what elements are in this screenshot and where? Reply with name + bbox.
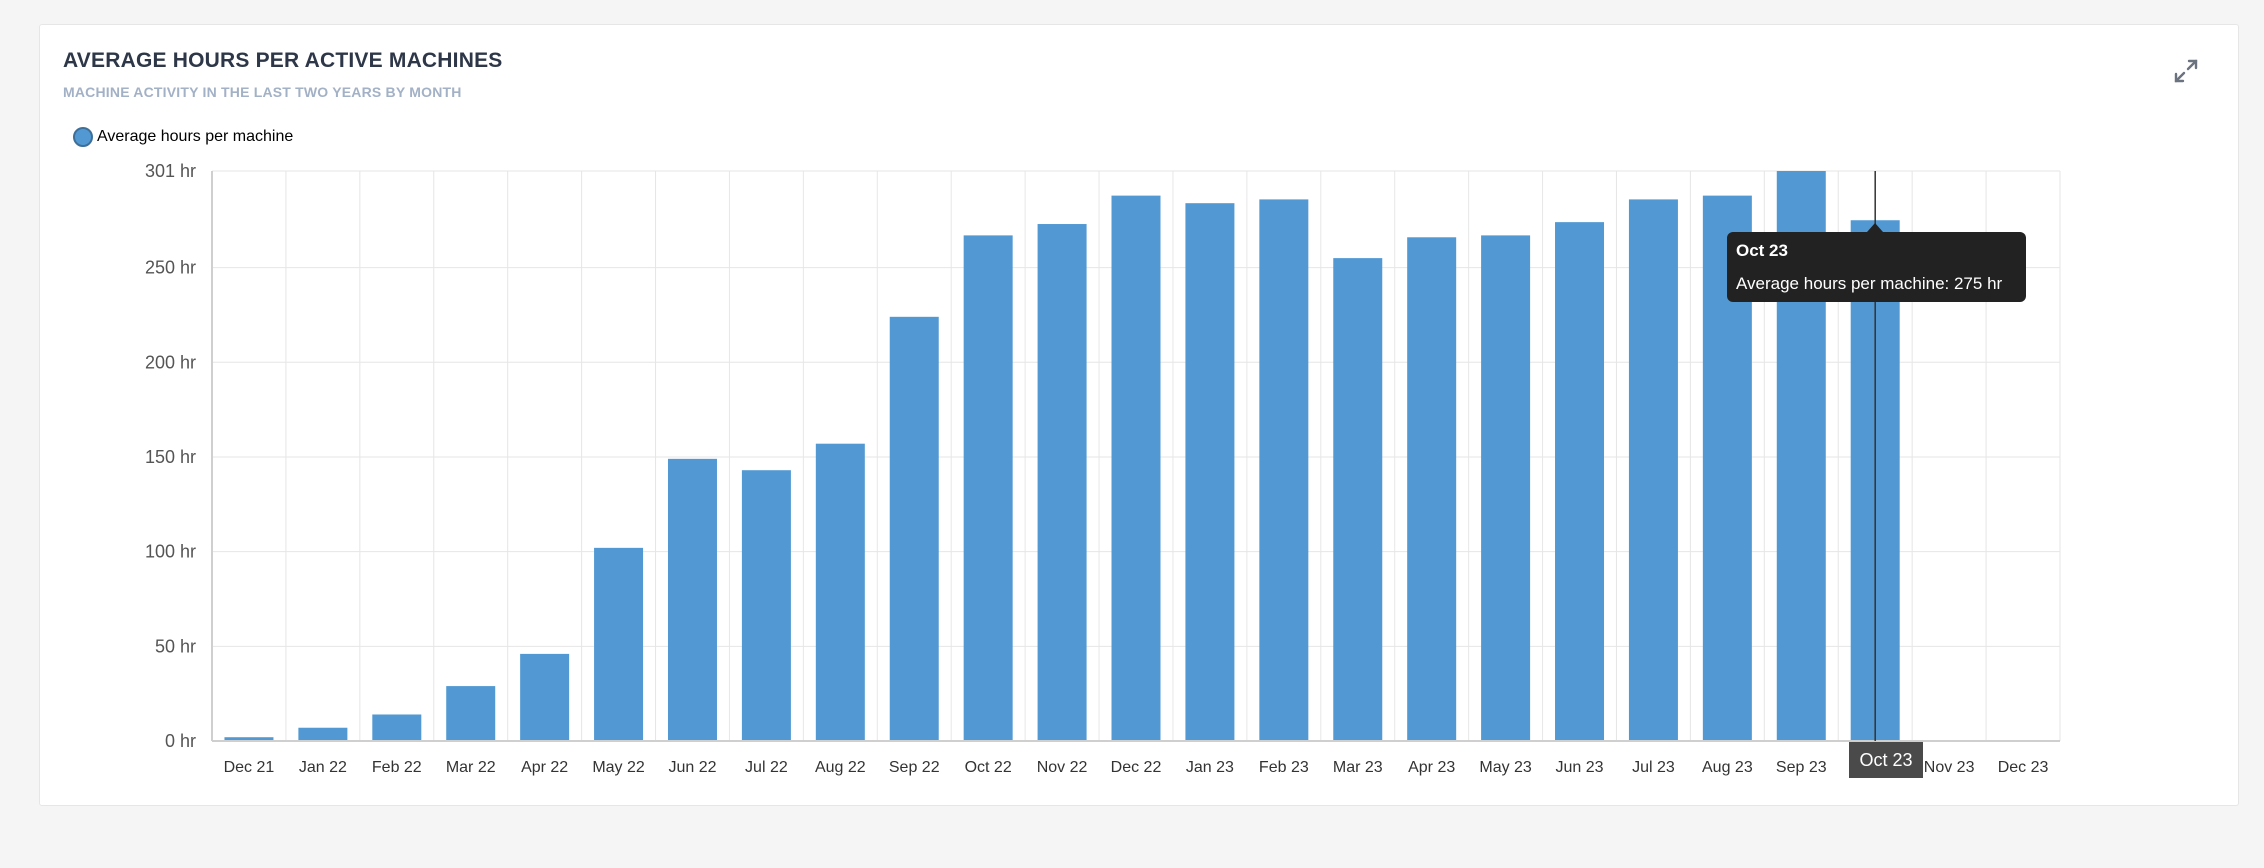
y-tick-label: 250 hr: [145, 258, 196, 278]
x-tick-label: Apr 23: [1408, 759, 1455, 776]
bar: [372, 714, 422, 741]
tooltip-title: Oct 23: [1736, 241, 1788, 260]
x-tick-label: Mar 23: [1333, 759, 1383, 776]
x-tick-label: Jun 23: [1555, 759, 1603, 776]
bar: [1333, 258, 1383, 741]
chart-subtitle: MACHINE ACTIVITY IN THE LAST TWO YEARS B…: [63, 84, 462, 100]
y-tick-label: 301 hr: [145, 161, 196, 181]
x-tick-label: Feb 22: [372, 759, 422, 776]
x-tick-label: Mar 22: [446, 759, 496, 776]
bar: [1481, 235, 1531, 741]
x-tick-label: Dec 22: [1111, 759, 1162, 776]
x-tick-label: Nov 23: [1924, 759, 1975, 776]
x-tick-label: Jan 22: [299, 759, 347, 776]
y-tick-label: 150 hr: [145, 447, 196, 467]
bar: [224, 737, 274, 741]
x-tick-label: Jul 23: [1632, 759, 1675, 776]
y-tick-label: 0 hr: [165, 731, 196, 751]
tooltip-caret: [1867, 223, 1883, 232]
bar: [1037, 224, 1087, 741]
legend-label: Average hours per machine: [97, 128, 294, 145]
y-tick-label: 100 hr: [145, 542, 196, 562]
bar: [1407, 237, 1457, 742]
bar: [1185, 203, 1235, 741]
bar: [741, 470, 791, 741]
tooltip-body: Average hours per machine: 275 hr: [1736, 274, 2003, 293]
x-tick-label: Apr 22: [521, 759, 568, 776]
bar: [446, 686, 496, 741]
bar: [963, 235, 1013, 741]
x-tick-label: May 23: [1479, 759, 1532, 776]
bar: [815, 443, 865, 741]
bar: [889, 316, 939, 741]
legend-swatch: [73, 127, 93, 147]
y-tick-label: 200 hr: [145, 352, 196, 372]
x-axis-hover-flag: Oct 23: [1849, 742, 1923, 778]
chart-title: AVERAGE HOURS PER ACTIVE MACHINES: [63, 49, 503, 72]
bar: [1628, 199, 1678, 741]
x-tick-label: Dec 23: [1998, 759, 2049, 776]
x-tick-label: Jul 22: [745, 759, 788, 776]
bar: [594, 547, 644, 741]
x-tick-label: Jun 22: [668, 759, 716, 776]
x-tick-label: Aug 23: [1702, 759, 1753, 776]
bar: [1259, 199, 1309, 741]
bar: [1555, 222, 1605, 741]
chart-tooltip: Oct 23 Average hours per machine: 275 hr: [1727, 223, 2026, 302]
x-tick-label: Dec 21: [224, 759, 275, 776]
legend-item[interactable]: Average hours per machine: [73, 127, 293, 147]
x-tick-label: Aug 22: [815, 759, 866, 776]
x-tick-label: May 22: [592, 759, 645, 776]
x-tick-label: Oct 22: [965, 759, 1012, 776]
expand-icon[interactable]: [2171, 56, 2201, 86]
bar: [1111, 195, 1161, 742]
x-tick-label: Feb 23: [1259, 759, 1309, 776]
y-tick-label: 50 hr: [155, 636, 196, 656]
bar: [298, 727, 348, 741]
x-tick-label: Jan 23: [1186, 759, 1234, 776]
x-tick-label: Nov 22: [1037, 759, 1088, 776]
x-tick-label: Sep 22: [889, 759, 940, 776]
x-tick-label: Sep 23: [1776, 759, 1827, 776]
bar: [520, 653, 570, 741]
bar: [667, 458, 717, 741]
